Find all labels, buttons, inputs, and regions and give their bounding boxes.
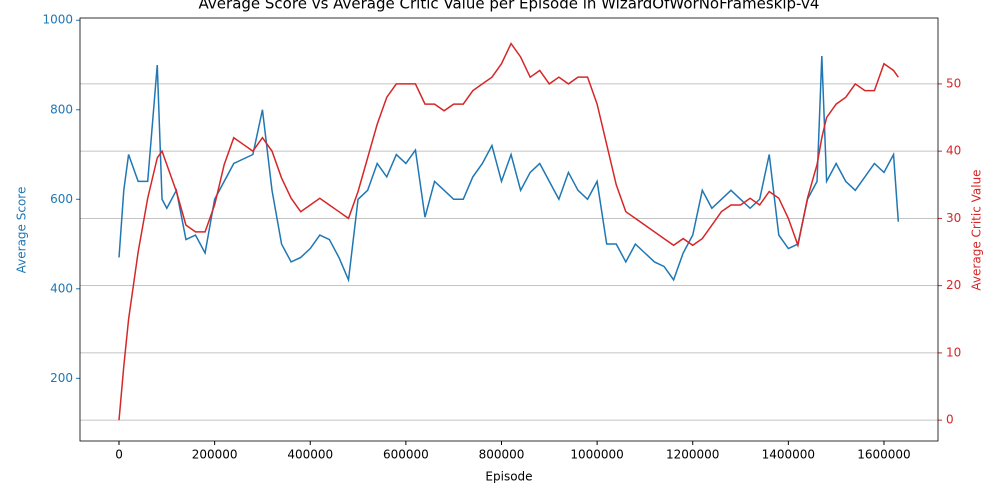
x-tick-label: 1600000 — [857, 448, 910, 462]
chart-title: Average Score vs Average Critic Value pe… — [199, 0, 820, 13]
y-tick-label: 400 — [50, 281, 73, 295]
x-tick-label: 1000000 — [570, 448, 623, 462]
y2-tick-label: 40 — [946, 144, 961, 158]
data-line — [118, 56, 900, 283]
x-tick-label: 1200000 — [666, 448, 719, 462]
y2-tick-label: 20 — [946, 278, 961, 292]
plot-frame — [79, 17, 939, 442]
x-tick-label: 1400000 — [762, 448, 815, 462]
y-tick-label: 200 — [50, 371, 73, 385]
x-tick-label: 200000 — [192, 448, 238, 462]
y2-tick-label: 30 — [946, 211, 961, 225]
y-tick-label: 1000 — [42, 13, 73, 27]
y2-tick-label: 50 — [946, 76, 961, 90]
x-tick-label: 600000 — [383, 448, 429, 462]
y-tick-label: 600 — [50, 192, 73, 206]
x-axis-label: Episode — [485, 470, 532, 484]
y-tick-label: 800 — [50, 102, 73, 116]
y-axis-label: Average Score — [15, 187, 29, 274]
x-tick-label: 400000 — [287, 448, 333, 462]
y2-axis-label: Average Critic Value — [970, 169, 984, 290]
y2-tick-label: 0 — [946, 413, 954, 427]
data-line — [118, 42, 899, 421]
x-tick-label: 0 — [115, 448, 123, 462]
x-tick-label: 800000 — [479, 448, 525, 462]
y2-tick-label: 10 — [946, 345, 961, 359]
